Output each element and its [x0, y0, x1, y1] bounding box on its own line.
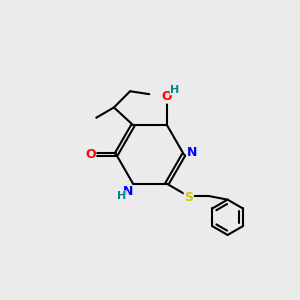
Text: N: N	[123, 185, 133, 199]
Text: H: H	[170, 85, 179, 95]
Text: H: H	[117, 191, 126, 201]
Text: O: O	[162, 90, 172, 103]
Text: O: O	[85, 148, 96, 161]
Text: S: S	[184, 191, 193, 204]
Text: N: N	[187, 146, 197, 159]
